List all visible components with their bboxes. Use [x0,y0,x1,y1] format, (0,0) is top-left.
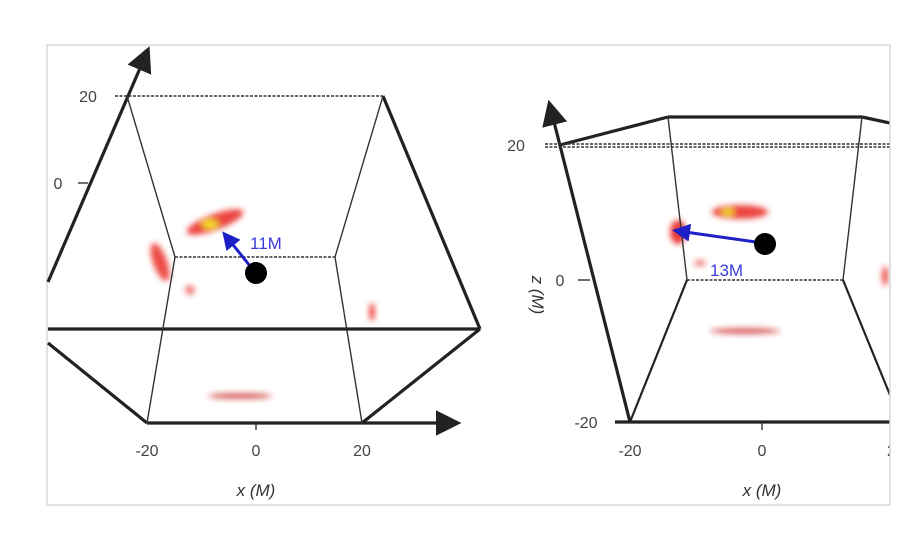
tick-label: -20 [574,415,597,432]
tick-label: 20 [353,443,371,460]
figure-frame [46,44,891,506]
tick-label: -20 [618,443,641,460]
tick-label: 0 [252,443,261,460]
tick-label: -20 [135,443,158,460]
distance-label: 11M [250,234,282,253]
z-axis-label: z (M) [528,275,547,315]
distance-arrow [672,223,764,245]
distance-label: 13M [710,261,743,280]
tick-label: 0 [556,273,565,290]
tick-label: 0 [54,176,63,193]
black-hole-marker [754,233,776,255]
right-panel: 20 0 -20 z (M) -20 0 2 x (M) 13M [507,99,896,500]
z-axis [542,99,632,423]
tick-label: 0 [758,443,767,460]
x-axis-label: x (M) [236,481,276,500]
emission-blobs [150,209,375,399]
tick-label: 20 [507,138,525,155]
x-axis-label: x (M) [742,481,782,500]
black-hole-marker [245,262,267,284]
vertical-axis [46,46,152,283]
left-panel: 20 0 -20 0 20 x (M) 11M [46,46,482,500]
tick-label: 20 [79,89,97,106]
